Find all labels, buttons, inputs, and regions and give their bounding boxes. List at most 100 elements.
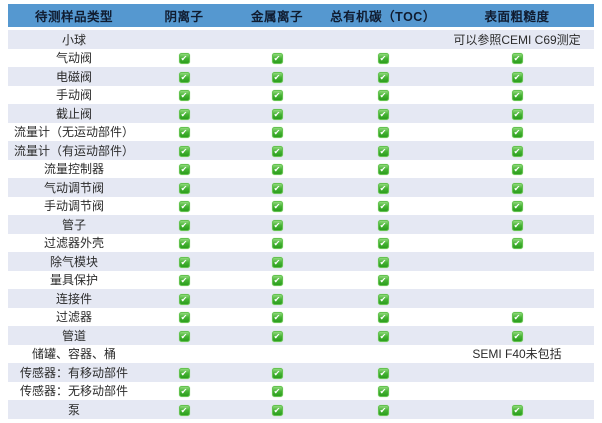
check-icon: ✔ xyxy=(377,108,389,120)
roughness-cell xyxy=(440,271,594,290)
table-row: 传感器：有移动部件 ✔ ✔ ✔ xyxy=(8,363,594,382)
roughness-cell xyxy=(440,382,594,401)
check-icon: ✔ xyxy=(271,293,283,305)
roughness-cell: ✔ xyxy=(440,400,594,419)
metal-cell: ✔ xyxy=(228,178,326,197)
check-icon: ✔ xyxy=(377,293,389,305)
check-icon: ✔ xyxy=(511,201,523,213)
check-icon: ✔ xyxy=(178,71,190,83)
table-row: 过滤器 ✔ ✔ ✔ ✔ xyxy=(8,307,594,327)
check-icon: ✔ xyxy=(178,404,190,416)
table-header: 待测样品类型 阴离子 金属离子 总有机碳（TOC） 表面粗糙度 xyxy=(8,4,594,30)
table-row: 连接件 ✔ ✔ ✔ xyxy=(8,289,594,308)
check-icon: ✔ xyxy=(178,386,190,398)
roughness-note: SEMI F40未包括 xyxy=(472,347,562,362)
anion-cell: ✔ xyxy=(140,178,228,197)
check-icon: ✔ xyxy=(377,367,389,379)
toc-cell: ✔ xyxy=(326,271,440,290)
anion-cell: ✔ xyxy=(140,67,228,86)
metal-cell: ✔ xyxy=(228,289,326,308)
check-icon: ✔ xyxy=(377,219,389,231)
anion-cell: ✔ xyxy=(140,271,228,290)
check-icon: ✔ xyxy=(271,275,283,287)
check-icon: ✔ xyxy=(377,330,389,342)
anion-cell: ✔ xyxy=(140,215,228,234)
sample-compatibility-table: 待测样品类型 阴离子 金属离子 总有机碳（TOC） 表面粗糙度 小球 可以参照CE… xyxy=(8,4,594,419)
check-icon: ✔ xyxy=(511,90,523,102)
table-row: 储罐、容器、桶 SEMI F40未包括 xyxy=(8,344,594,364)
sample-label-cell: 流量控制器 xyxy=(43,162,104,177)
roughness-cell: ✔ xyxy=(440,123,594,142)
header-row: 待测样品类型 阴离子 金属离子 总有机碳（TOC） 表面粗糙度 xyxy=(8,4,594,30)
check-icon: ✔ xyxy=(178,275,190,287)
sample-label-cell: 储罐、容器、桶 xyxy=(31,347,116,362)
check-icon: ✔ xyxy=(377,201,389,213)
toc-cell xyxy=(326,345,440,364)
anion-cell: ✔ xyxy=(140,252,228,271)
check-icon: ✔ xyxy=(271,108,283,120)
sample-label-cell: 流量计（无运动部件） xyxy=(13,125,134,140)
roughness-cell xyxy=(440,252,594,271)
sample-label-cell: 截止阀 xyxy=(55,106,92,121)
check-icon: ✔ xyxy=(511,53,523,65)
check-icon: ✔ xyxy=(511,330,523,342)
roughness-cell: ✔ xyxy=(440,49,594,68)
roughness-cell: 可以参照CEMI C69测定 xyxy=(440,29,594,49)
roughness-cell: ✔ xyxy=(440,141,594,160)
metal-cell: ✔ xyxy=(228,215,326,234)
toc-cell: ✔ xyxy=(326,123,440,142)
check-icon: ✔ xyxy=(511,108,523,120)
metal-cell: ✔ xyxy=(228,123,326,142)
roughness-cell: SEMI F40未包括 xyxy=(440,345,594,364)
metal-cell: ✔ xyxy=(228,141,326,160)
anion-cell: ✔ xyxy=(140,382,228,401)
anion-cell: ✔ xyxy=(140,400,228,419)
check-icon: ✔ xyxy=(377,71,389,83)
check-icon: ✔ xyxy=(271,386,283,398)
metal-cell: ✔ xyxy=(228,234,326,253)
check-icon: ✔ xyxy=(178,256,190,268)
toc-cell: ✔ xyxy=(326,49,440,68)
sample-label-cell: 电磁阀 xyxy=(55,69,92,84)
toc-cell: ✔ xyxy=(326,363,440,382)
check-icon: ✔ xyxy=(377,386,389,398)
sample-label-cell: 管道 xyxy=(61,328,86,343)
check-icon: ✔ xyxy=(178,312,190,324)
table-row: 管道 ✔ ✔ ✔ ✔ xyxy=(8,326,594,345)
toc-cell: ✔ xyxy=(326,86,440,105)
anion-cell: ✔ xyxy=(140,104,228,123)
check-icon: ✔ xyxy=(377,145,389,157)
metal-cell: ✔ xyxy=(228,308,326,327)
check-icon: ✔ xyxy=(178,164,190,176)
sample-label-cell: 传感器：有移动部件 xyxy=(19,365,128,380)
toc-cell: ✔ xyxy=(326,104,440,123)
sample-label-cell: 过滤器外壳 xyxy=(43,236,104,251)
check-icon: ✔ xyxy=(271,367,283,379)
sample-label-cell: 小球 xyxy=(61,32,86,47)
metal-cell: ✔ xyxy=(228,197,326,216)
roughness-cell: ✔ xyxy=(440,86,594,105)
check-icon: ✔ xyxy=(271,71,283,83)
check-icon: ✔ xyxy=(511,219,523,231)
check-icon: ✔ xyxy=(178,127,190,139)
toc-cell: ✔ xyxy=(326,67,440,86)
anion-cell: ✔ xyxy=(140,123,228,142)
toc-cell: ✔ xyxy=(326,252,440,271)
roughness-cell: ✔ xyxy=(440,308,594,327)
check-icon: ✔ xyxy=(178,238,190,250)
check-icon: ✔ xyxy=(377,312,389,324)
toc-cell: ✔ xyxy=(326,326,440,345)
toc-cell xyxy=(326,29,440,49)
metal-cell: ✔ xyxy=(228,160,326,179)
check-icon: ✔ xyxy=(271,201,283,213)
column-header-sample-type: 待测样品类型 xyxy=(8,4,140,30)
toc-cell: ✔ xyxy=(326,215,440,234)
check-icon: ✔ xyxy=(511,404,523,416)
sample-label-cell: 管子 xyxy=(61,217,86,232)
anion-cell: ✔ xyxy=(140,141,228,160)
check-icon: ✔ xyxy=(271,256,283,268)
roughness-cell: ✔ xyxy=(440,67,594,86)
column-header-metal-ion: 金属离子 xyxy=(228,4,326,30)
check-icon: ✔ xyxy=(511,71,523,83)
check-icon: ✔ xyxy=(377,275,389,287)
